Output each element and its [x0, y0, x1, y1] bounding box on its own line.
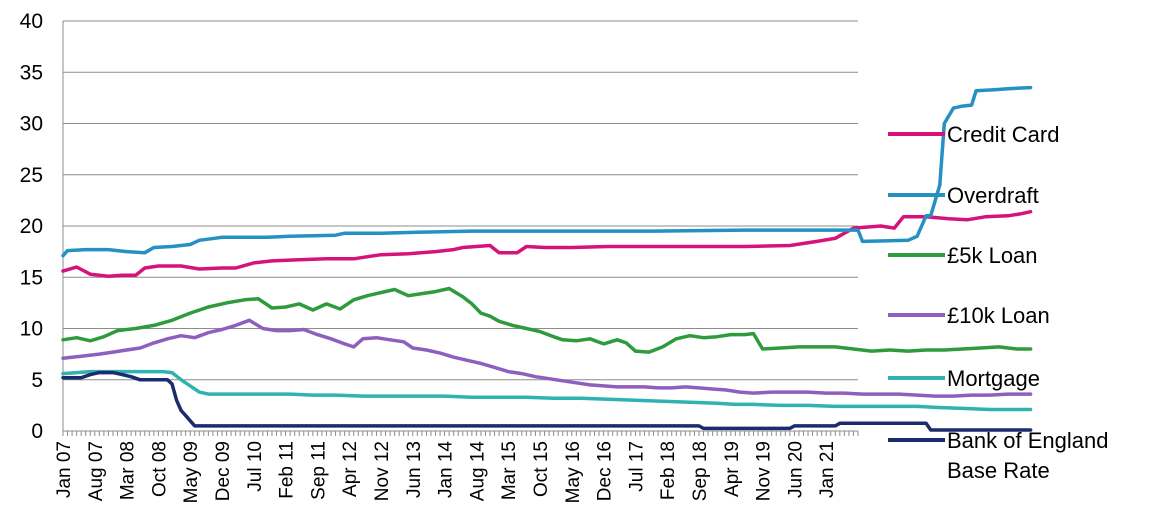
x-tick-label: Apr 19 [722, 441, 743, 497]
series-line-mortgage [61, 369, 1033, 412]
x-tick-label: Dec 16 [595, 441, 616, 501]
x-tick-label: Oct 15 [531, 441, 552, 497]
plot-area [61, 85, 1033, 432]
x-tick-label: Dec 09 [213, 441, 234, 501]
y-axis: 0 5 10 15 20 25 30 35 40 [20, 10, 64, 443]
y-tick-label: 25 [20, 164, 43, 187]
legend-label: Bank of England Base Rate [947, 428, 1108, 483]
x-tick-label: Jan 21 [817, 441, 838, 498]
y-tick-label: 30 [20, 113, 43, 136]
x-tick-label: Mar 15 [499, 441, 520, 500]
y-tick-label: 0 [31, 420, 43, 443]
x-tick-label: Apr 12 [340, 441, 361, 497]
series-line-credit-card [61, 209, 1033, 278]
x-tick-label: Jan 07 [54, 441, 75, 498]
y-tick-label: 20 [20, 215, 43, 238]
x-tick-label: Feb 18 [658, 441, 679, 500]
x-tick-label: Mar 08 [118, 441, 139, 500]
legend-label: Overdraft [947, 183, 1039, 208]
series-line-10k-loan [61, 318, 1033, 398]
y-tick-label: 15 [20, 266, 43, 289]
x-tick-label: Feb 11 [277, 441, 298, 499]
legend-label: Mortgage [947, 366, 1040, 391]
gridlines [63, 20, 858, 432]
x-axis: Jan 07 Aug 07 Mar 08 Oct 08 May 09 Dec 09 Jul … [54, 431, 859, 503]
x-tick-label: Sep 11 [308, 441, 329, 500]
x-tick-label: Nov 19 [754, 441, 775, 501]
x-tick-label: Jul 10 [245, 441, 266, 492]
x-tick-label: Jul 17 [626, 441, 647, 492]
y-tick-label: 40 [20, 10, 43, 33]
x-tick-label: Jun 13 [404, 441, 425, 498]
x-tick-label: Jan 14 [436, 441, 457, 498]
legend-label: £5k Loan [947, 243, 1038, 268]
x-tick-label: Jun 20 [785, 441, 806, 498]
series-line-bank-of-england-base-rate [61, 370, 1033, 432]
legend-label: Credit Card [947, 122, 1059, 147]
x-tick-label: May 16 [563, 441, 584, 503]
legend: Credit Card Overdraft £5k Loan £10k Loan Mor… [888, 122, 1108, 483]
y-tick-label: 5 [31, 369, 43, 392]
x-tick-label: Oct 08 [149, 441, 170, 497]
x-tick-label: May 09 [181, 441, 202, 503]
series-line-5k-loan [61, 286, 1033, 354]
x-tick-label: Sep 18 [690, 441, 711, 501]
y-tick-label: 10 [20, 318, 43, 341]
series-line-overdraft [61, 85, 1033, 258]
x-tick-label: Aug 14 [467, 441, 488, 502]
x-tick-label: Nov 12 [372, 441, 393, 501]
legend-label: £10k Loan [947, 303, 1050, 328]
x-tick-label: Aug 07 [86, 441, 107, 501]
y-tick-label: 35 [20, 61, 43, 84]
